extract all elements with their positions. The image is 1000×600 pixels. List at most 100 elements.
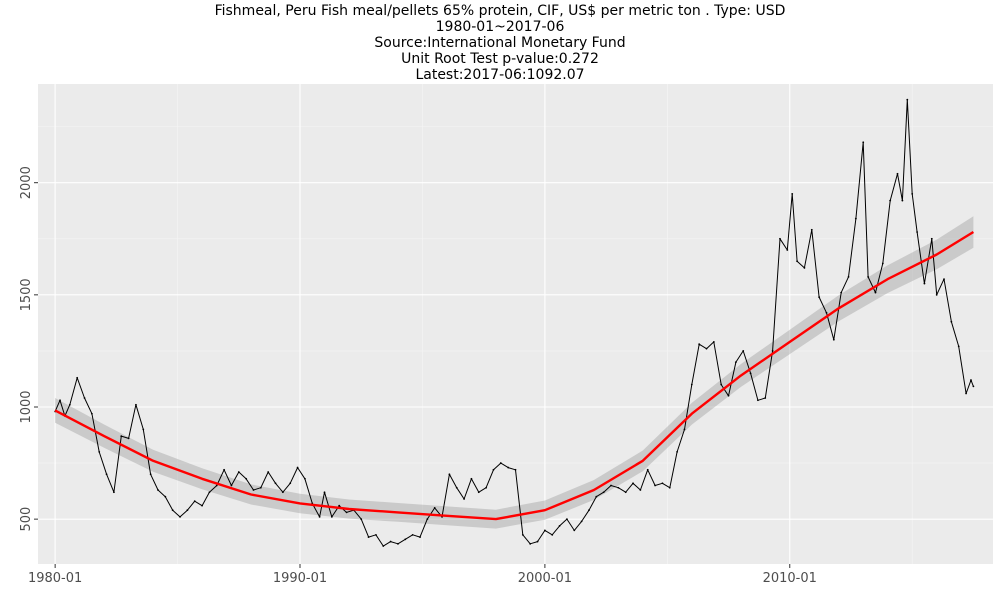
price-point [867,275,870,278]
x-tick-label: 1980-01 [28,571,82,586]
price-point [521,533,524,536]
price-point [397,542,399,545]
chart-title-line-4: Unit Root Test p-value:0.272 [401,51,599,67]
price-point [389,540,392,543]
price-point [862,141,865,144]
price-point [935,293,938,296]
price-point [470,477,473,480]
price-point [889,199,892,202]
price-point [455,486,458,489]
price-point [558,524,561,527]
price-point [514,468,517,471]
price-point [654,484,656,487]
price-point [179,515,181,518]
price-point [360,518,363,521]
price-point [193,500,196,503]
price-point [881,262,884,265]
trend-line [54,230,975,521]
price-point [972,385,975,388]
price-point [237,471,240,473]
price-point [59,399,61,402]
price-point [338,504,341,507]
y-tick-label: 1500 [19,278,34,311]
price-point [632,482,634,485]
price-point [120,435,123,438]
price-point [683,428,686,431]
price-point [796,260,799,263]
price-point [230,484,233,487]
price-point [330,515,333,518]
price-point [171,509,174,512]
price-point [803,267,806,269]
y-tick-label: 1000 [19,390,34,423]
price-point [543,529,546,532]
price-point [771,350,774,352]
price-point [639,489,642,491]
price-point [757,399,759,402]
price-point [318,515,321,518]
chart-title-line-1: Fishmeal, Peru Fish meal/pellets 65% pro… [214,3,786,19]
price-point [734,361,737,364]
x-tick-label: 2000-01 [518,571,572,586]
price-point [661,482,664,485]
price-point [698,343,701,346]
price-point [157,489,159,491]
price-point [68,403,71,406]
chart-title-line-5: Latest:2017-06:1092.07 [415,67,585,83]
price-point [588,509,590,512]
price-point [252,489,255,491]
price-point [970,379,972,381]
price-point [595,495,598,498]
price-point [874,291,877,294]
price-point [345,511,348,514]
price-point [950,320,953,323]
price-point [896,172,899,175]
major-grid [38,84,993,564]
price-point [375,533,377,536]
price-point [208,491,211,494]
minor-grid [38,84,993,564]
price-point [76,376,79,379]
chart-title-line-3: Source:International Monetary Fund [374,35,626,51]
price-point [818,296,821,298]
price-point [676,450,679,453]
price-point [551,533,554,536]
price-point [810,228,813,231]
price-point [668,486,671,489]
price-point [164,495,167,498]
x-tick-label: 2010-01 [763,571,817,586]
price-point [727,394,730,397]
price-point [943,278,945,281]
price-point [712,341,715,343]
price-point [901,199,904,202]
price-point [215,484,218,487]
price-point [274,482,277,485]
price-point [930,237,933,240]
price-point [289,482,292,485]
price-point [840,291,843,294]
price-point [419,536,421,538]
price-point [404,538,407,541]
price-point [105,473,108,476]
price-point [477,491,480,494]
price-point [485,486,488,489]
price-point [742,350,745,352]
chart-title-block: Fishmeal, Peru Fish meal/pellets 65% pro… [0,3,1000,83]
price-point [749,372,752,375]
price-point [602,491,605,494]
series-layer [54,98,975,547]
price-point [529,542,532,545]
price-point [411,533,414,536]
price-point [267,471,270,473]
price-point [786,249,789,251]
price-point [149,473,152,476]
price-point [245,477,248,480]
price-point [499,462,502,464]
price-point [127,437,130,440]
price-point [580,520,583,523]
price-point [113,491,115,494]
price-point [779,237,781,240]
price-point [296,466,299,469]
plot-panel [38,84,993,564]
